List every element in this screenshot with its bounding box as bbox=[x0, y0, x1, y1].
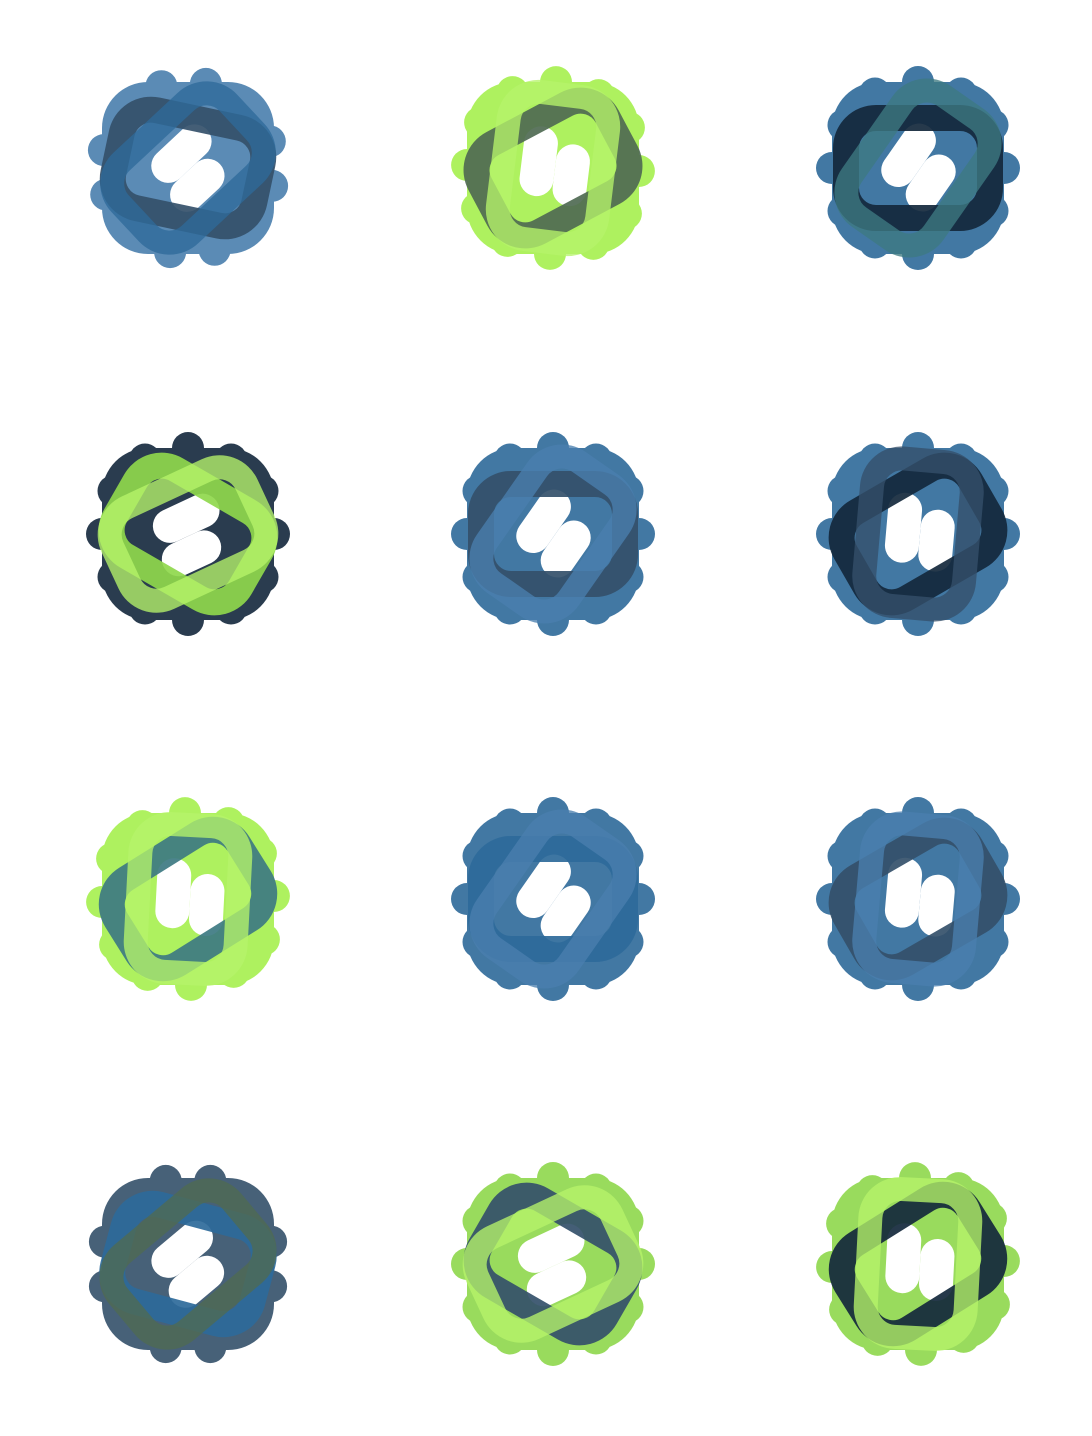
emblem-10 bbox=[78, 1154, 298, 1374]
emblem-band-secondary bbox=[100, 81, 276, 255]
emblem-4 bbox=[78, 424, 298, 644]
emblem-6 bbox=[808, 424, 1028, 644]
emblem-band-secondary bbox=[462, 1185, 644, 1343]
emblem-band-secondary bbox=[485, 79, 621, 257]
emblem-slot bbox=[151, 124, 212, 183]
emblem-slot bbox=[168, 1255, 225, 1308]
emblem-band-secondary bbox=[97, 455, 279, 613]
emblem-slot bbox=[519, 126, 558, 197]
emblem-3 bbox=[808, 58, 1028, 278]
emblem-9 bbox=[808, 789, 1028, 1009]
emblem-slot bbox=[516, 489, 571, 554]
emblem-slot bbox=[161, 530, 222, 577]
emblem-graphic bbox=[451, 432, 655, 636]
emblem-slot bbox=[517, 1223, 585, 1273]
emblem-graphic bbox=[816, 66, 1020, 270]
emblem-slot bbox=[918, 1239, 955, 1301]
emblem-slot bbox=[155, 858, 192, 929]
emblem-graphic bbox=[86, 797, 290, 1001]
emblem-graphic bbox=[816, 797, 1020, 1001]
emblem-graphic bbox=[451, 66, 655, 270]
emblem-slot bbox=[918, 509, 955, 572]
emblem-band-secondary bbox=[834, 78, 1002, 258]
emblem-slot bbox=[526, 1260, 587, 1307]
emblem-2 bbox=[443, 58, 663, 278]
emblem-slot bbox=[552, 144, 590, 207]
emblem-band-secondary bbox=[852, 446, 984, 622]
emblem-slot bbox=[516, 854, 571, 919]
emblem-graphic bbox=[816, 1162, 1020, 1366]
emblem-slot bbox=[905, 154, 956, 212]
emblem-slot bbox=[540, 885, 591, 943]
emblem-slot bbox=[881, 123, 936, 188]
emblem-band-secondary bbox=[469, 444, 637, 624]
emblem-12 bbox=[808, 1154, 1028, 1374]
emblem-slot bbox=[884, 492, 923, 563]
emblem-7 bbox=[78, 789, 298, 1009]
emblem-slot bbox=[540, 520, 591, 578]
emblem-graphic bbox=[816, 432, 1020, 636]
emblem-11 bbox=[443, 1154, 663, 1374]
emblem-slot bbox=[170, 158, 225, 212]
emblem-band-secondary bbox=[852, 811, 984, 987]
emblem-band-secondary bbox=[99, 1178, 277, 1350]
emblem-graphic bbox=[88, 1164, 288, 1364]
emblem-graphic bbox=[86, 432, 290, 636]
emblem-slot bbox=[885, 1223, 922, 1294]
emblem-band-secondary bbox=[469, 809, 637, 989]
emblem-graphic bbox=[451, 797, 655, 1001]
emblem-slot bbox=[151, 1220, 213, 1278]
emblem-slot bbox=[152, 493, 220, 543]
emblem-slot bbox=[884, 857, 923, 928]
emblem-slot bbox=[188, 874, 225, 936]
emblem-5 bbox=[443, 424, 663, 644]
emblem-graphic bbox=[451, 1162, 655, 1366]
emblem-1 bbox=[78, 58, 298, 278]
emblem-graphic bbox=[87, 67, 289, 269]
emblem-slot bbox=[918, 874, 955, 937]
emblem-8 bbox=[443, 789, 663, 1009]
emblem-band-secondary bbox=[853, 1177, 983, 1351]
emblem-band-secondary bbox=[123, 812, 253, 986]
